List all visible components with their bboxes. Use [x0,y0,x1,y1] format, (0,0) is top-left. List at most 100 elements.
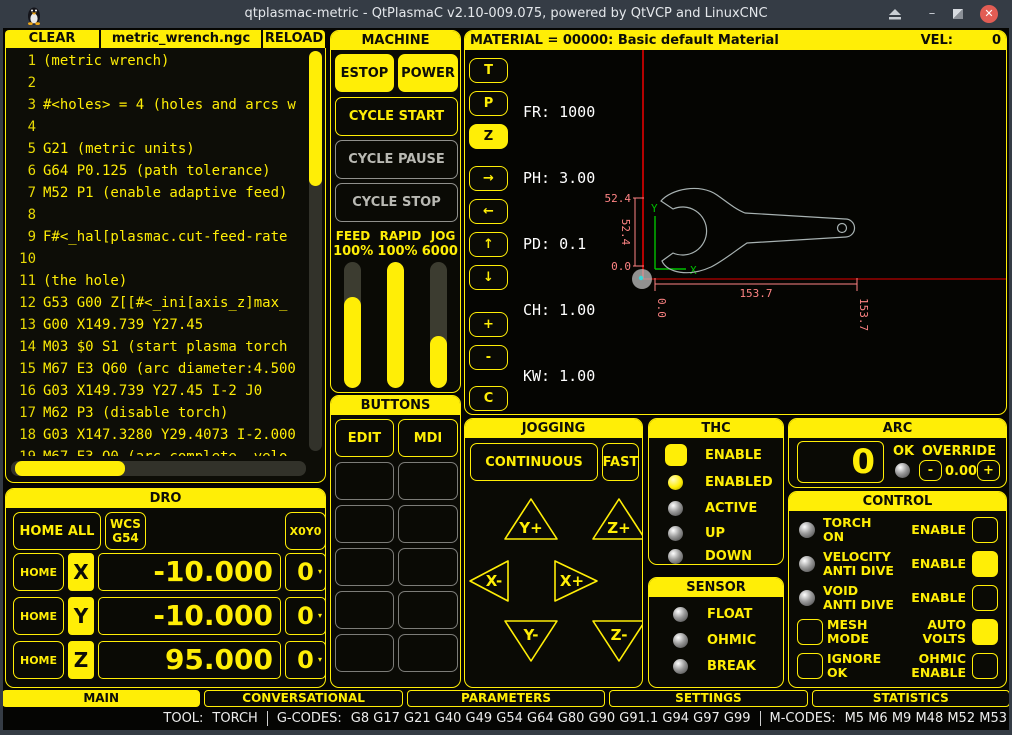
gcode-horizontal-scrollbar[interactable] [11,461,306,476]
thc-active-led [668,501,683,516]
arc-panel-title: ARC [789,419,1006,438]
x-zero-dropdown[interactable]: 0 ▾ [285,553,325,591]
minimize-icon[interactable]: – [928,6,936,21]
shade-eject-icon[interactable] [888,8,902,22]
user-button-empty[interactable] [335,591,394,629]
y-axis-dro: -10.000 [98,597,281,635]
x-axis-letter: X [68,553,94,591]
gcode-preview-plot[interactable]: 52.4 0.0 52.4 153.7 0.0 153.7 Y X [465,50,1006,414]
jog-continuous-button[interactable]: CONTINUOUS [470,443,598,481]
torch-enable-checkbox[interactable] [972,517,998,543]
pan-down-button[interactable]: ↓ [469,265,508,290]
user-button-empty[interactable] [398,462,458,500]
estop-button[interactable]: ESTOP [335,54,394,92]
gcode-lines: 1 (metric wrench) 2 3 #<holes> = 4 (holes … [10,50,303,456]
clear-button[interactable]: CLEAR [28,31,76,46]
jog-z-plus-button[interactable]: Z+ [589,495,643,543]
home-y-button[interactable]: HOME [13,597,64,635]
mesh-mode-checkbox[interactable] [797,619,823,645]
jog-y-plus-button[interactable]: Y+ [501,495,561,543]
slider-fill [344,297,361,388]
scrollbar-thumb[interactable] [309,51,322,186]
void-enable-checkbox[interactable] [972,585,998,611]
tab-parameters[interactable]: PARAMETERS [406,690,606,707]
chevron-down-icon: ▾ [317,611,322,620]
jog-x-minus-button[interactable]: X- [466,558,512,604]
ignore-ok-checkbox[interactable] [797,653,823,679]
jog-z-minus-button[interactable]: Z- [589,617,643,665]
user-button-empty[interactable] [398,505,458,543]
tab-statistics[interactable]: STATISTICS [811,690,1011,707]
pan-up-button[interactable]: ↑ [469,232,508,257]
tab-settings[interactable]: SETTINGS [609,690,808,707]
tool-value: TORCH [212,711,258,726]
jog-y-minus-button[interactable]: Y- [501,617,561,665]
close-icon[interactable]: ✕ [980,5,998,23]
thc-up-label: UP [705,526,726,541]
zoom-in-button[interactable]: + [469,312,508,337]
auto-volts-checkbox[interactable] [972,619,998,645]
gcode-vertical-scrollbar[interactable] [309,51,322,451]
tab-conversational[interactable]: CONVERSATIONAL [204,690,403,707]
void-anti-dive-label: VOID [823,583,859,598]
material-text[interactable]: MATERIAL = 00000: Basic default Material [470,33,779,48]
float-sensor-label: FLOAT [707,607,753,622]
feed-override-slider[interactable] [344,262,361,388]
user-button-empty[interactable] [398,548,458,586]
ohmic-enable-label: OHMIC [918,651,966,666]
edit-button[interactable]: EDIT [335,419,394,457]
dro-panel: DRO HOME ALL WCS G54 X0Y0 HOME X -10.000 … [5,488,326,688]
ignore-ok-label: IGNORE [827,651,882,666]
user-button-empty[interactable] [335,548,394,586]
pan-right-button[interactable]: → [469,166,508,191]
view-top-button[interactable]: T [469,58,508,83]
divider [759,711,761,726]
gcode-line: 19M67 E3 Q0 (arc complete, velo [10,446,303,456]
maximize-icon[interactable] [952,8,964,20]
user-button-empty[interactable] [398,591,458,629]
home-all-button[interactable]: HOME ALL [13,512,101,550]
z-zero-dropdown[interactable]: 0 ▾ [285,641,325,679]
cycle-pause-button[interactable]: CYCLE PAUSE [335,140,458,179]
jog-fast-button[interactable]: FAST [602,443,639,481]
arc-ok-label: OK [893,444,915,459]
overlay-pierce-delay: PD: 0.1 [523,235,587,253]
tab-main[interactable]: MAIN [2,690,201,707]
gcode-line: 1 (metric wrench) [27,53,170,69]
jog-speed-slider[interactable] [430,262,447,388]
rapid-override-slider[interactable] [387,262,404,388]
user-button-empty[interactable] [398,634,458,672]
velocity-enable-checkbox[interactable] [972,551,998,577]
thc-enable-checkbox[interactable] [665,444,687,466]
view-perspective-button[interactable]: P [469,91,508,116]
jog-x-plus-button[interactable]: X+ [549,558,601,604]
clear-plot-button[interactable]: C [469,386,508,411]
gcode-viewer[interactable]: 1 (metric wrench) 2 3 #<holes> = 4 (holes … [5,48,326,483]
cycle-stop-button[interactable]: CYCLE STOP [335,183,458,222]
arc-override-plus-button[interactable]: + [977,460,1000,481]
rapid-override-value: 100% [377,244,418,259]
velocity-label: VEL: [920,33,953,48]
dim-y-min: 0.0 [611,260,631,273]
user-button-empty[interactable] [335,634,394,672]
cycle-start-button[interactable]: CYCLE START [335,97,458,136]
ohmic-enable-checkbox[interactable] [972,653,998,679]
mdi-button[interactable]: MDI [398,419,458,457]
home-z-button[interactable]: HOME [13,641,64,679]
scrollbar-thumb[interactable] [15,461,125,476]
wcs-g54-button[interactable]: WCS G54 [105,512,146,550]
reload-button[interactable]: RELOAD [264,31,324,46]
y-zero-dropdown[interactable]: 0 ▾ [285,597,325,635]
arc-override-minus-button[interactable]: - [919,460,942,481]
user-button-empty[interactable] [335,505,394,543]
wrench-toolpath [660,187,856,274]
power-button[interactable]: POWER [398,54,458,92]
void-anti-dive-led [799,590,815,606]
user-button-empty[interactable] [335,462,394,500]
pan-left-button[interactable]: ← [469,199,508,224]
x0y0-button[interactable]: X0Y0 [285,512,325,550]
zoom-out-button[interactable]: - [469,345,508,370]
home-x-button[interactable]: HOME [13,553,64,591]
view-z-button[interactable]: Z [469,124,508,149]
loaded-file-name[interactable]: metric_wrench.ngc [99,30,263,48]
